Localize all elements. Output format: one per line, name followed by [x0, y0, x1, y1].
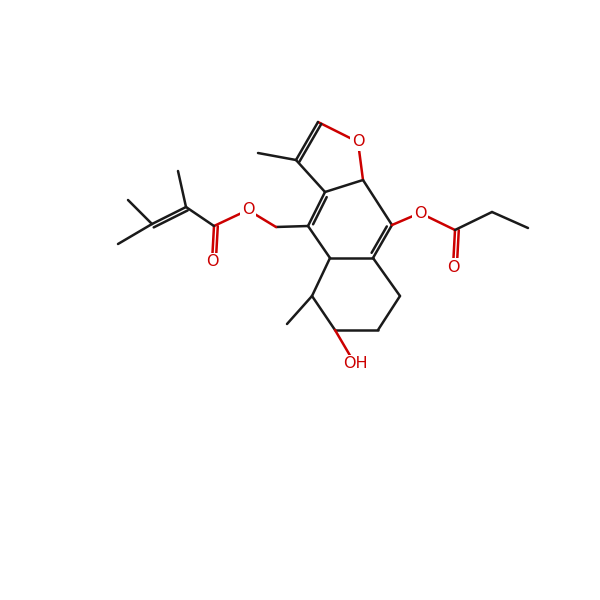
Text: O: O: [414, 205, 426, 220]
Text: O: O: [242, 202, 254, 217]
Text: O: O: [206, 254, 218, 269]
Text: O: O: [447, 259, 459, 275]
Text: O: O: [352, 134, 364, 149]
Text: OH: OH: [343, 356, 367, 371]
